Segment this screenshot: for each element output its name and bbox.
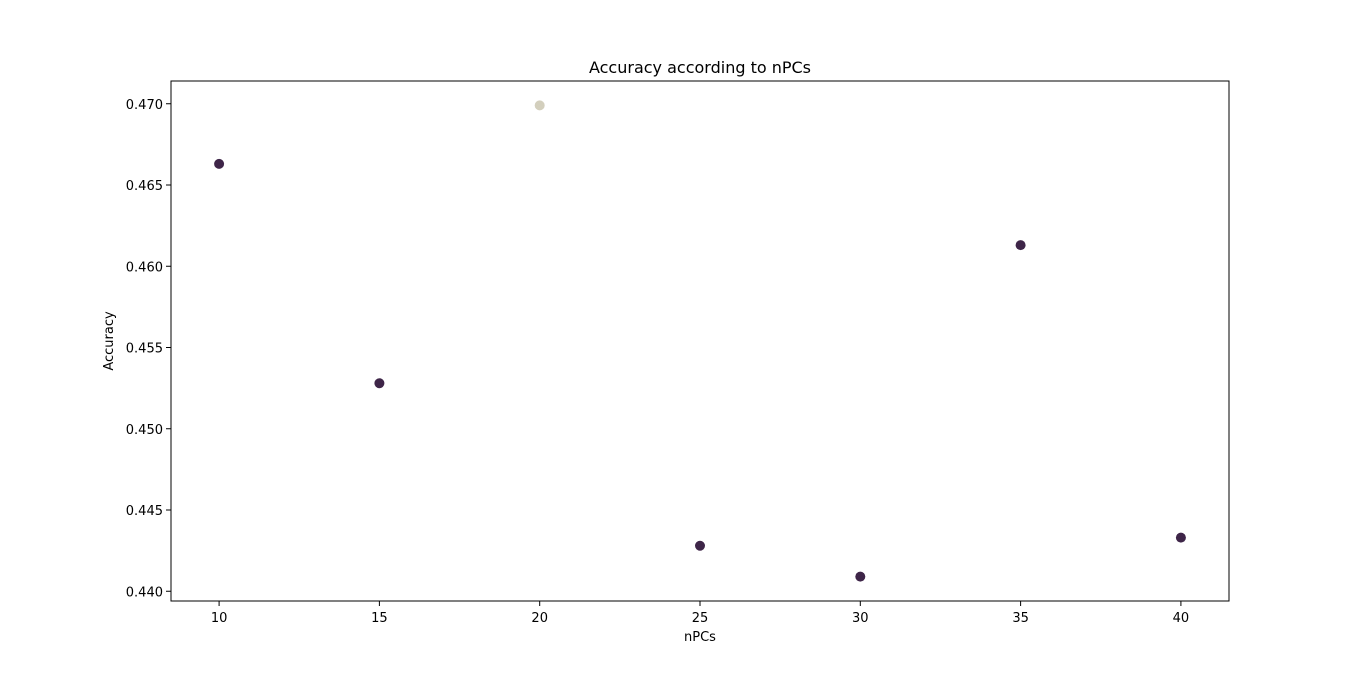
x-axis-label: nPCs bbox=[684, 630, 716, 645]
y-tick-label: 0.465 bbox=[126, 179, 163, 194]
y-tick-label: 0.470 bbox=[126, 98, 163, 113]
x-tick-label: 40 bbox=[1173, 611, 1190, 626]
y-tick-label: 0.455 bbox=[126, 342, 163, 357]
plot-area-frame bbox=[170, 80, 1230, 602]
x-tick-label: 15 bbox=[371, 611, 388, 626]
scatter-point bbox=[1015, 240, 1026, 251]
x-tick-label: 20 bbox=[531, 611, 548, 626]
y-axis-label: Accuracy bbox=[102, 311, 117, 371]
scatter-point bbox=[534, 100, 545, 111]
chart-title: Accuracy according to nPCs bbox=[589, 58, 811, 77]
y-tick-label: 0.445 bbox=[126, 504, 163, 519]
scatter-point bbox=[374, 378, 385, 389]
x-tick-label: 30 bbox=[852, 611, 869, 626]
y-axis: 0.440 0.445 0.450 0.455 0.460 0.465 0.470 bbox=[126, 98, 171, 600]
data-points bbox=[214, 100, 1186, 582]
y-tick-label: 0.440 bbox=[126, 585, 163, 600]
scatter-point bbox=[855, 571, 866, 582]
y-tick-label: 0.460 bbox=[126, 260, 163, 275]
x-axis: 10 15 20 25 30 35 40 bbox=[211, 601, 1189, 626]
x-tick-label: 25 bbox=[692, 611, 709, 626]
scatter-point bbox=[695, 540, 705, 551]
scatter-point bbox=[214, 158, 225, 169]
x-tick-label: 10 bbox=[211, 611, 228, 626]
scatter-point bbox=[1175, 532, 1186, 543]
y-tick-label: 0.450 bbox=[126, 423, 163, 438]
x-tick-label: 35 bbox=[1012, 611, 1029, 626]
